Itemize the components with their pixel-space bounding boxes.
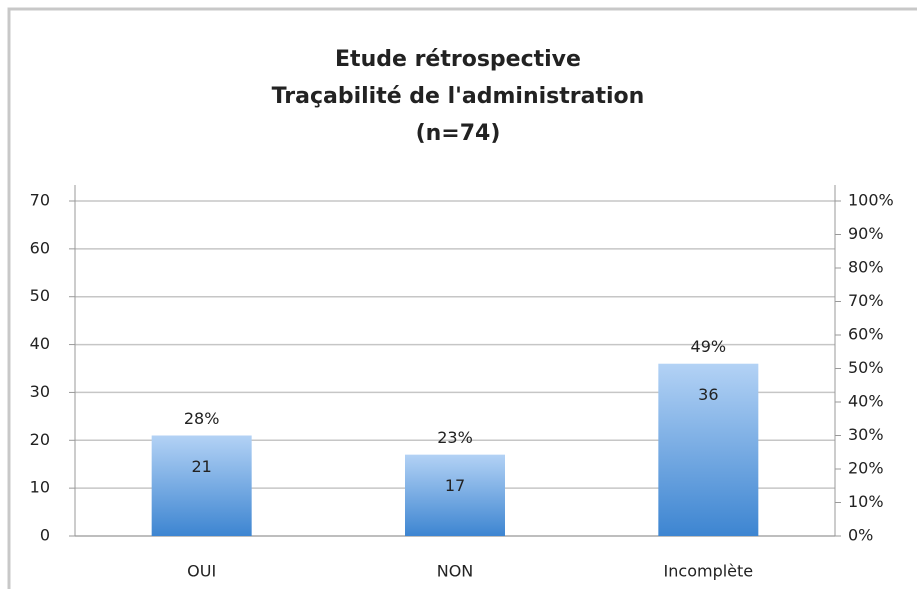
percent-label: 23% [437,428,473,447]
chart-title: Etude rétrospective [335,47,581,72]
chart-frame [7,7,917,589]
bar [658,363,759,536]
y-tick-label: 20 [30,430,50,449]
y2-tick-label: 40% [848,392,884,411]
y-tick-label: 60 [30,238,50,257]
percent-label: 28% [184,409,220,428]
x-tick-label: Incomplète [664,562,754,581]
y-tick-label: 10 [30,478,50,497]
chart-title: (n=74) [416,121,501,146]
x-tick-label: OUI [187,562,216,581]
y2-tick-label: 90% [848,224,884,243]
y-tick-label: 70 [30,191,50,210]
y2-tick-label: 50% [848,358,884,377]
bar-value-label: 21 [191,457,211,476]
bar [151,435,252,536]
y2-tick-label: 10% [848,492,884,511]
y-tick-label: 0 [40,526,50,545]
chart-title: Traçabilité de l'administration [272,84,645,109]
y2-tick-label: 60% [848,325,884,344]
y-tick-label: 40 [30,334,50,353]
bar-value-label: 17 [445,476,465,495]
bar [405,454,505,536]
y2-tick-label: 100% [848,191,894,210]
y2-tick-label: 30% [848,425,884,444]
y2-tick-label: 70% [848,291,884,310]
bar-value-label: 36 [698,385,718,404]
y-tick-label: 50 [30,286,50,305]
x-tick-label: NON [437,562,474,581]
y2-tick-label: 0% [848,526,873,545]
y2-tick-label: 80% [848,258,884,277]
percent-label: 49% [691,337,727,356]
y-tick-label: 30 [30,382,50,401]
y2-tick-label: 20% [848,459,884,478]
